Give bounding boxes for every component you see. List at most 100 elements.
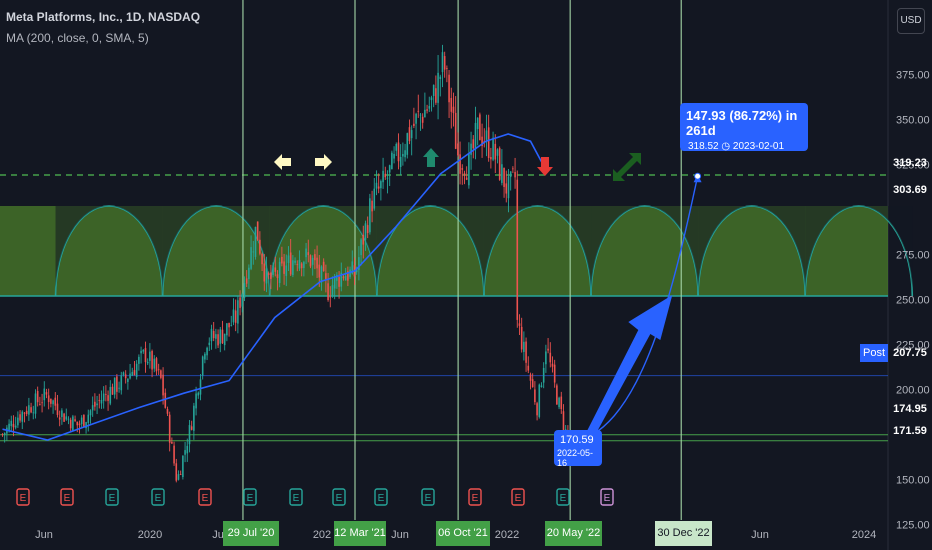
- earnings-label: E: [20, 493, 27, 504]
- candle-body: [393, 153, 395, 159]
- candle-body: [351, 261, 354, 274]
- time-tick-label: 2024: [852, 529, 876, 541]
- candle-body: [439, 76, 442, 79]
- candle-body: [122, 372, 125, 375]
- candle-body: [406, 133, 409, 155]
- candle-body: [36, 391, 39, 403]
- candle-body: [487, 127, 490, 159]
- candle-body: [468, 153, 470, 186]
- earnings-label: E: [425, 493, 432, 504]
- candle-body: [298, 259, 301, 269]
- earnings-icon-frame: [16, 488, 30, 506]
- candle-body: [479, 114, 481, 141]
- candle-body: [32, 412, 35, 414]
- candle-body: [41, 402, 43, 404]
- time-tick-label: Ju: [212, 529, 224, 541]
- candle-body: [85, 422, 87, 429]
- candle-body: [492, 137, 494, 160]
- candle-body: [399, 157, 402, 167]
- candle-body: [527, 365, 530, 371]
- earnings-label: E: [247, 493, 254, 504]
- candle-body: [184, 450, 186, 455]
- candle-body: [120, 375, 123, 391]
- candle-body: [309, 255, 312, 267]
- candle-body: [551, 363, 554, 367]
- candle-body: [223, 333, 226, 346]
- candle-body: [50, 398, 52, 404]
- candle-body: [116, 376, 118, 392]
- candle-body: [47, 395, 50, 403]
- candle-body: [61, 410, 63, 417]
- candle-body: [538, 384, 541, 417]
- candle-body: [228, 322, 230, 328]
- candle-body: [276, 274, 279, 279]
- post-badge: Post: [860, 344, 888, 362]
- candle-body: [259, 239, 261, 254]
- candle-body: [454, 112, 457, 149]
- candle-body: [525, 341, 527, 363]
- big-blue-arrow: [584, 295, 673, 441]
- cycle-arc: [268, 205, 378, 297]
- candle-body: [19, 414, 21, 421]
- candle-body: [256, 221, 259, 241]
- projection-change: 147.93 (86.72%) in 261d: [686, 108, 798, 138]
- earnings-icon-frame: [151, 488, 165, 506]
- candle-body: [446, 68, 448, 69]
- candle-body: [490, 156, 492, 160]
- candle-body: [87, 414, 90, 423]
- candle-body: [472, 139, 475, 149]
- candle-body: [230, 325, 233, 326]
- earnings-icon-frame: [468, 488, 482, 506]
- candle-body: [28, 405, 30, 415]
- candle-body: [428, 106, 431, 109]
- earnings-icon: E: [16, 488, 30, 506]
- earnings-label: E: [293, 493, 300, 504]
- candle-body: [30, 407, 32, 413]
- candle-body: [311, 257, 314, 265]
- earnings-icon-frame: [289, 488, 303, 506]
- candle-body: [305, 248, 307, 258]
- vertical-markers: [242, 0, 682, 520]
- candle-body: [391, 152, 393, 170]
- candle-body: [384, 173, 387, 178]
- candle-body: [494, 143, 497, 160]
- cycle-arc-gap: [269, 206, 377, 296]
- earnings-icon-frame: [421, 488, 435, 506]
- candle-body: [215, 334, 217, 339]
- earnings-label: E: [202, 493, 209, 504]
- candle-body: [362, 234, 365, 245]
- candle-body: [314, 254, 316, 261]
- projection-end-point: [694, 172, 702, 180]
- cycle-arc: [590, 205, 699, 297]
- cycle-arc-gap: [55, 206, 163, 296]
- candle-body: [151, 350, 153, 370]
- earnings-label: E: [109, 493, 116, 504]
- candle-body: [23, 412, 26, 414]
- candle-body: [375, 182, 378, 189]
- candle-body: [175, 463, 178, 481]
- candle-body: [129, 373, 131, 379]
- candle-body: [452, 106, 455, 114]
- candle-body: [45, 392, 48, 395]
- candle-body: [349, 269, 351, 277]
- projection-target-date: 2023-02-01: [732, 141, 785, 152]
- candle-body: [281, 256, 283, 264]
- candle-body: [542, 367, 545, 383]
- candle-body: [421, 116, 424, 123]
- candle-body: [443, 56, 446, 70]
- candle-body: [320, 266, 323, 283]
- candle-body: [435, 88, 437, 103]
- currency-button[interactable]: USD: [897, 8, 925, 34]
- price-tick-label: 225.00: [896, 340, 930, 352]
- candle-body: [56, 403, 59, 415]
- earnings-label: E: [604, 493, 611, 504]
- candle-body: [507, 176, 510, 199]
- candle-body: [322, 261, 325, 272]
- cycle-arc-gap: [591, 205, 699, 296]
- candle-body: [333, 275, 336, 289]
- candle-body: [12, 423, 15, 428]
- candle-body: [331, 285, 334, 297]
- candle-body: [153, 358, 156, 369]
- candle-body: [124, 374, 127, 379]
